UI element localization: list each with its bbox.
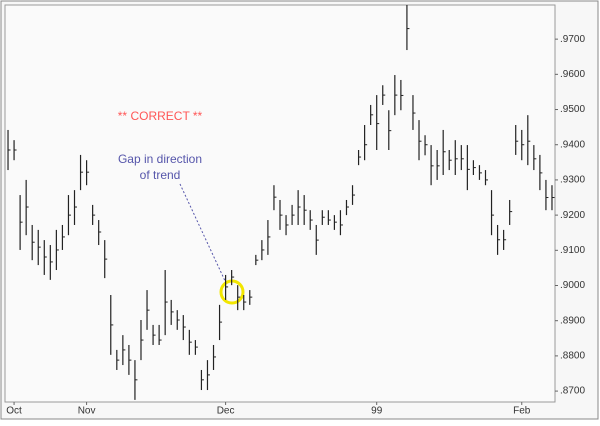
y-tick-label: .9500 (560, 104, 585, 115)
annotation: Gap in direction (118, 152, 202, 166)
annotation: of trend (140, 168, 181, 182)
x-tick-label: Dec (217, 406, 235, 417)
x-tick-label: 99 (371, 406, 383, 417)
y-tick-label: .9000 (560, 280, 585, 291)
y-tick-label: .8900 (560, 315, 585, 326)
x-tick-label: Feb (513, 406, 531, 417)
x-tick-label: Nov (78, 406, 96, 417)
annotation: ** CORRECT ** (118, 109, 203, 123)
y-tick-label: .9200 (560, 210, 585, 221)
y-tick-label: .9600 (560, 69, 585, 80)
y-tick-label: .8800 (560, 351, 585, 362)
x-tick-label: Oct (6, 406, 22, 417)
y-tick-label: .9700 (560, 34, 585, 45)
y-tick-label: .9100 (560, 245, 585, 256)
y-tick-label: .8700 (560, 386, 585, 397)
y-tick-label: .9400 (560, 139, 585, 150)
y-tick-label: .9300 (560, 175, 585, 186)
